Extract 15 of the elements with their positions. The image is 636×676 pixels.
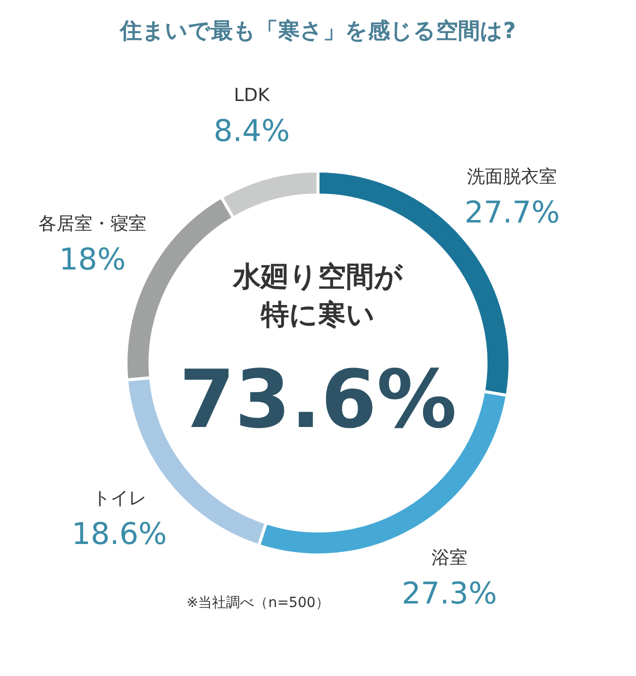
data-label: 18%: [59, 242, 126, 278]
text: 特に寒い: [260, 298, 375, 331]
slice-label: 浴室: [431, 547, 468, 568]
text: ※当社調べ（n=500）: [186, 595, 330, 611]
slice-label: 各居室・寝室: [38, 213, 146, 234]
data-label: 18.6%: [72, 517, 167, 552]
chart-title: 住まいで最も「寒さ」を感じる空間は?: [119, 18, 516, 44]
data-label: 27.3%: [402, 576, 498, 612]
slice-label: トイレ: [92, 488, 146, 510]
slice-label: LDK: [234, 84, 271, 106]
text: 水廻り空間が: [232, 260, 404, 293]
data-label: 8.4%: [214, 114, 290, 149]
text: 73.6%: [179, 353, 457, 446]
slice-label: 洗面脱衣室: [467, 166, 558, 188]
data-label: 27.7%: [464, 195, 560, 230]
